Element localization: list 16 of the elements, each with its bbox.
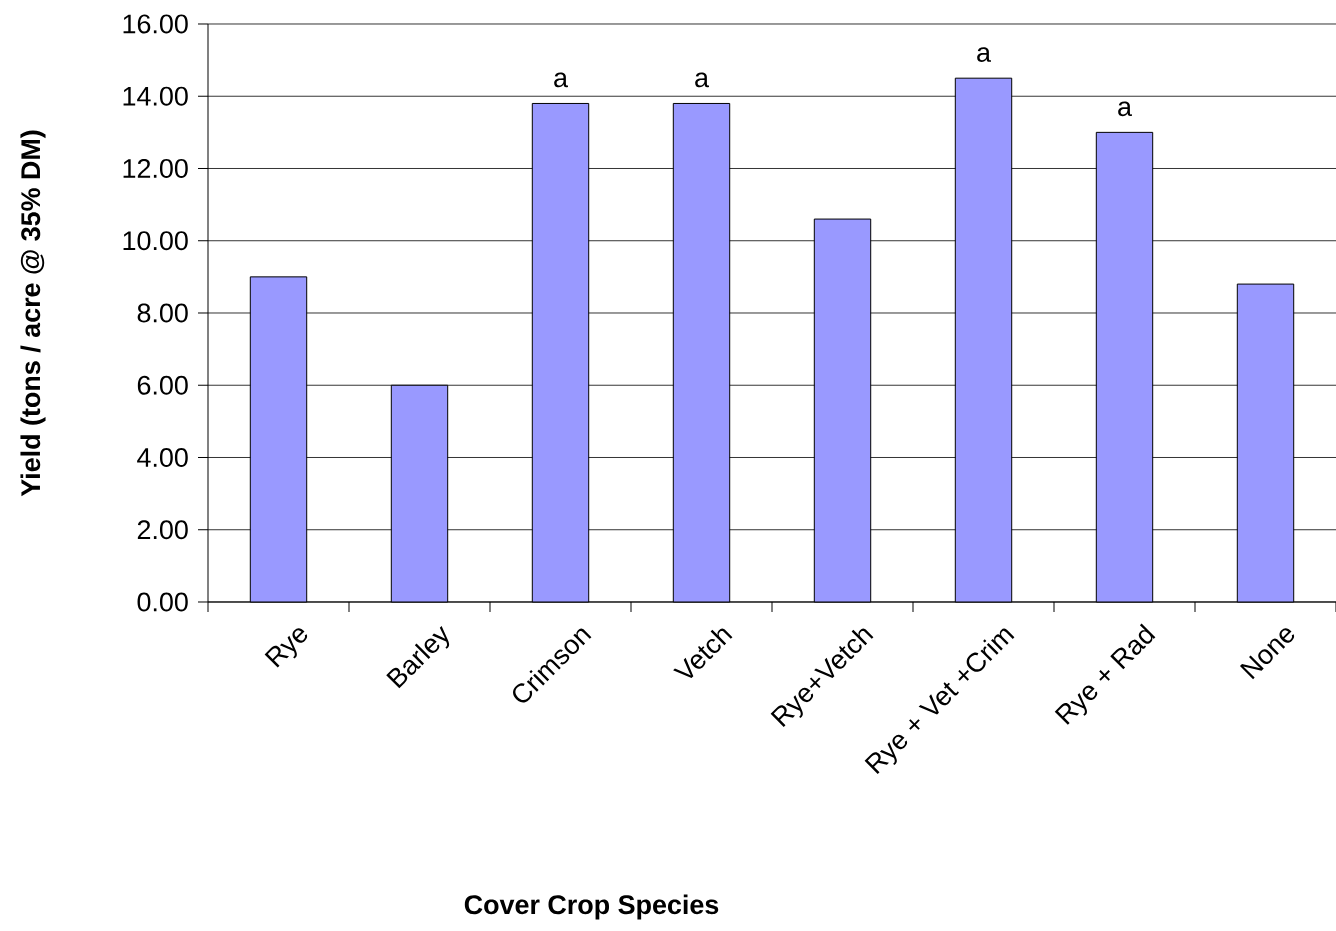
y-tick-label: 0.00: [137, 592, 188, 612]
y-tick-label: 6.00: [137, 375, 188, 395]
y-tick-label: 16.00: [123, 14, 188, 34]
x-axis-title: Cover Crop Species: [464, 894, 719, 920]
annotation: a: [1118, 101, 1132, 117]
y-tick-label: 4.00: [137, 447, 188, 468]
annotation: a: [695, 72, 709, 88]
y-axis-title: Yield (tons / acre @ 35% DM): [20, 130, 46, 497]
y-tick-label: 12.00: [123, 158, 188, 179]
y-tick-label: 8.00: [137, 303, 188, 323]
annotation: a: [554, 72, 568, 88]
y-tick-label: 2.00: [137, 520, 188, 540]
y-tick-label: 14.00: [123, 86, 188, 106]
y-tick-label: 10.00: [123, 231, 188, 251]
annotation: a: [977, 47, 991, 62]
x-tick-label: Rye: [264, 628, 308, 668]
